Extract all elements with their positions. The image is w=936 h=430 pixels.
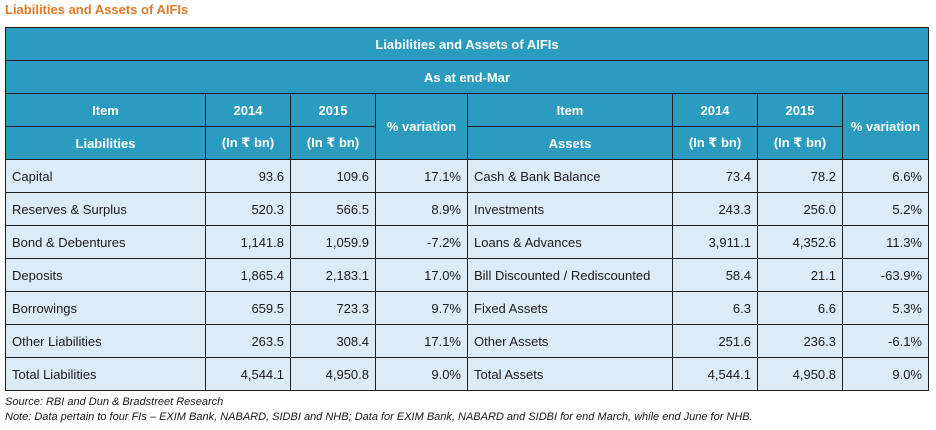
asset-label-cell: Fixed Assets	[467, 291, 673, 325]
table-subtitle: As at end-Mar	[5, 60, 929, 94]
liability-2015-cell: 1,059.9	[290, 225, 376, 259]
liability-2014-cell: 520.3	[205, 192, 291, 226]
liability-variation-cell: 8.9%	[375, 192, 468, 226]
header-variation-left: % variation	[375, 93, 468, 160]
table-row: Capital 93.6 109.6 17.1% Cash & Bank Balance…	[5, 159, 929, 193]
page-heading: Liabilities and Assets of AIFIs	[5, 2, 189, 17]
table-body: Capital 93.6 109.6 17.1% Cash & Bank Balance…	[5, 159, 929, 391]
table-row: Bond & Debentures 1,141.8 1,059.9 -7.2% Loan…	[5, 225, 929, 259]
asset-variation-cell: -63.9%	[842, 258, 929, 292]
asset-variation-cell: -6.1%	[842, 324, 929, 358]
liability-label-cell: Borrowings	[5, 291, 206, 325]
header-2015-right: 2015	[757, 93, 843, 127]
liability-2014-cell: 1,865.4	[205, 258, 291, 292]
liability-2015-cell: 723.3	[290, 291, 376, 325]
asset-2015-cell: 78.2	[757, 159, 843, 193]
header-unit-2015-left: (In ₹ bn)	[290, 126, 376, 160]
asset-2014-cell: 6.3	[672, 291, 758, 325]
asset-2014-cell: 251.6	[672, 324, 758, 358]
liability-2015-cell: 2,183.1	[290, 258, 376, 292]
asset-label-cell: Loans & Advances	[467, 225, 673, 259]
footnote: Note: Data pertain to four FIs – EXIM Ba…	[5, 411, 753, 423]
asset-2014-cell: 3,911.1	[672, 225, 758, 259]
liability-variation-cell: -7.2%	[375, 225, 468, 259]
asset-2015-cell: 6.6	[757, 291, 843, 325]
table-row: Deposits 1,865.4 2,183.1 17.0% Bill Discount…	[5, 258, 929, 292]
table-title: Liabilities and Assets of AIFIs	[5, 27, 929, 61]
liability-2015-cell: 4,950.8	[290, 357, 376, 391]
liability-label-cell: Bond & Debentures	[5, 225, 206, 259]
asset-2014-cell: 58.4	[672, 258, 758, 292]
header-item-left: Item	[5, 93, 206, 127]
liability-2015-cell: 308.4	[290, 324, 376, 358]
liability-variation-cell: 9.0%	[375, 357, 468, 391]
asset-2015-cell: 4,352.6	[757, 225, 843, 259]
liability-label-cell: Deposits	[5, 258, 206, 292]
source-note: Source: RBI and Dun & Bradstreet Researc…	[5, 396, 224, 408]
asset-label-cell: Cash & Bank Balance	[467, 159, 673, 193]
liability-variation-cell: 17.1%	[375, 159, 468, 193]
liability-variation-cell: 17.1%	[375, 324, 468, 358]
header-unit-2015-right: (In ₹ bn)	[757, 126, 843, 160]
liability-variation-cell: 9.7%	[375, 291, 468, 325]
header-2014-right: 2014	[672, 93, 758, 127]
asset-2014-cell: 243.3	[672, 192, 758, 226]
liability-label-cell: Other Liabilities	[5, 324, 206, 358]
table-row: Other Liabilities 263.5 308.4 17.1% Other As…	[5, 324, 929, 358]
asset-2014-cell: 4,544.1	[672, 357, 758, 391]
liability-2015-cell: 566.5	[290, 192, 376, 226]
liability-2014-cell: 1,141.8	[205, 225, 291, 259]
asset-label-cell: Bill Discounted / Rediscounted	[467, 258, 673, 292]
asset-label-cell: Total Assets	[467, 357, 673, 391]
header-2014-left: 2014	[205, 93, 291, 127]
header-variation-right: % variation	[842, 93, 929, 160]
header-item-right: Item	[467, 93, 673, 127]
asset-2015-cell: 21.1	[757, 258, 843, 292]
asset-label-cell: Investments	[467, 192, 673, 226]
header-assets: Assets	[467, 126, 673, 160]
asset-2015-cell: 256.0	[757, 192, 843, 226]
asset-2014-cell: 73.4	[672, 159, 758, 193]
liability-2014-cell: 659.5	[205, 291, 291, 325]
header-unit-2014-right: (In ₹ bn)	[672, 126, 758, 160]
header-liabilities: Liabilities	[5, 126, 206, 160]
asset-2015-cell: 4,950.8	[757, 357, 843, 391]
header-2015-left: 2015	[290, 93, 376, 127]
liability-2014-cell: 93.6	[205, 159, 291, 193]
liability-2014-cell: 263.5	[205, 324, 291, 358]
liability-label-cell: Total Liabilities	[5, 357, 206, 391]
liability-2014-cell: 4,544.1	[205, 357, 291, 391]
liability-label-cell: Capital	[5, 159, 206, 193]
asset-variation-cell: 5.3%	[842, 291, 929, 325]
asset-variation-cell: 5.2%	[842, 192, 929, 226]
table-row: Borrowings 659.5 723.3 9.7% Fixed Assets 6.3 6…	[5, 291, 929, 325]
asset-label-cell: Other Assets	[467, 324, 673, 358]
table-row: Reserves & Surplus 520.3 566.5 8.9% Investme…	[5, 192, 929, 226]
table-row: Total Liabilities 4,544.1 4,950.8 9.0% Total…	[5, 357, 929, 391]
liability-2015-cell: 109.6	[290, 159, 376, 193]
header-unit-2014-left: (In ₹ bn)	[205, 126, 291, 160]
asset-variation-cell: 6.6%	[842, 159, 929, 193]
liabilities-assets-table: Liabilities and Assets of AIFIs As at en…	[5, 27, 929, 391]
asset-variation-cell: 11.3%	[842, 225, 929, 259]
liability-variation-cell: 17.0%	[375, 258, 468, 292]
asset-2015-cell: 236.3	[757, 324, 843, 358]
asset-variation-cell: 9.0%	[842, 357, 929, 391]
liability-label-cell: Reserves & Surplus	[5, 192, 206, 226]
